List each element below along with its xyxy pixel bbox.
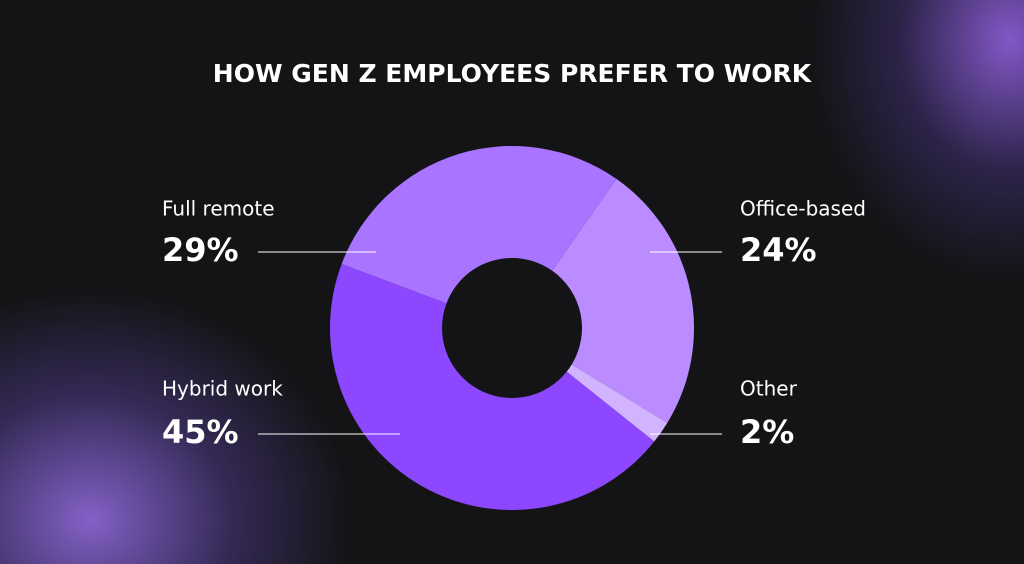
value-label: 45%	[162, 413, 239, 451]
donut-slice	[566, 364, 668, 442]
value-label: 2%	[740, 413, 794, 451]
donut-slice	[552, 178, 695, 423]
donut-slice	[341, 146, 617, 304]
chart-title: HOW GEN Z EMPLOYEES PREFER TO WORK	[213, 59, 813, 88]
category-label: Full remote	[162, 197, 275, 221]
value-label: 29%	[162, 231, 239, 269]
category-label: Office-based	[740, 197, 866, 221]
category-label: Other	[740, 377, 798, 401]
value-label: 24%	[740, 231, 817, 269]
donut-slice	[330, 263, 655, 511]
category-label: Hybrid work	[162, 377, 283, 401]
